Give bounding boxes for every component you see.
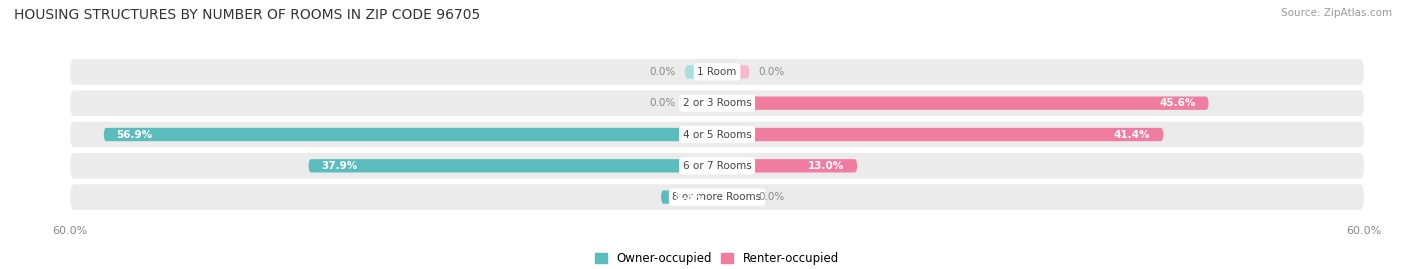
Text: 13.0%: 13.0%: [808, 161, 844, 171]
Text: 0.0%: 0.0%: [758, 192, 785, 202]
FancyBboxPatch shape: [685, 97, 717, 110]
Text: 45.6%: 45.6%: [1160, 98, 1195, 108]
Text: Source: ZipAtlas.com: Source: ZipAtlas.com: [1281, 8, 1392, 18]
FancyBboxPatch shape: [717, 128, 1163, 141]
Text: 5.2%: 5.2%: [673, 192, 703, 202]
FancyBboxPatch shape: [717, 190, 749, 204]
FancyBboxPatch shape: [104, 128, 717, 141]
Text: 6 or 7 Rooms: 6 or 7 Rooms: [683, 161, 751, 171]
Text: 56.9%: 56.9%: [117, 129, 153, 140]
Text: 37.9%: 37.9%: [322, 161, 357, 171]
FancyBboxPatch shape: [308, 159, 717, 172]
FancyBboxPatch shape: [70, 59, 1364, 85]
Text: HOUSING STRUCTURES BY NUMBER OF ROOMS IN ZIP CODE 96705: HOUSING STRUCTURES BY NUMBER OF ROOMS IN…: [14, 8, 481, 22]
FancyBboxPatch shape: [717, 97, 1209, 110]
FancyBboxPatch shape: [685, 65, 717, 79]
FancyBboxPatch shape: [70, 153, 1364, 179]
FancyBboxPatch shape: [661, 190, 717, 204]
Legend: Owner-occupied, Renter-occupied: Owner-occupied, Renter-occupied: [591, 247, 844, 269]
Text: 0.0%: 0.0%: [650, 98, 676, 108]
Text: 2 or 3 Rooms: 2 or 3 Rooms: [683, 98, 751, 108]
Text: 0.0%: 0.0%: [650, 67, 676, 77]
FancyBboxPatch shape: [717, 65, 749, 79]
FancyBboxPatch shape: [70, 184, 1364, 210]
Text: 41.4%: 41.4%: [1114, 129, 1150, 140]
Text: 0.0%: 0.0%: [758, 67, 785, 77]
Text: 8 or more Rooms: 8 or more Rooms: [672, 192, 762, 202]
FancyBboxPatch shape: [717, 159, 858, 172]
FancyBboxPatch shape: [70, 122, 1364, 147]
Text: 1 Room: 1 Room: [697, 67, 737, 77]
FancyBboxPatch shape: [70, 90, 1364, 116]
Text: 4 or 5 Rooms: 4 or 5 Rooms: [683, 129, 751, 140]
